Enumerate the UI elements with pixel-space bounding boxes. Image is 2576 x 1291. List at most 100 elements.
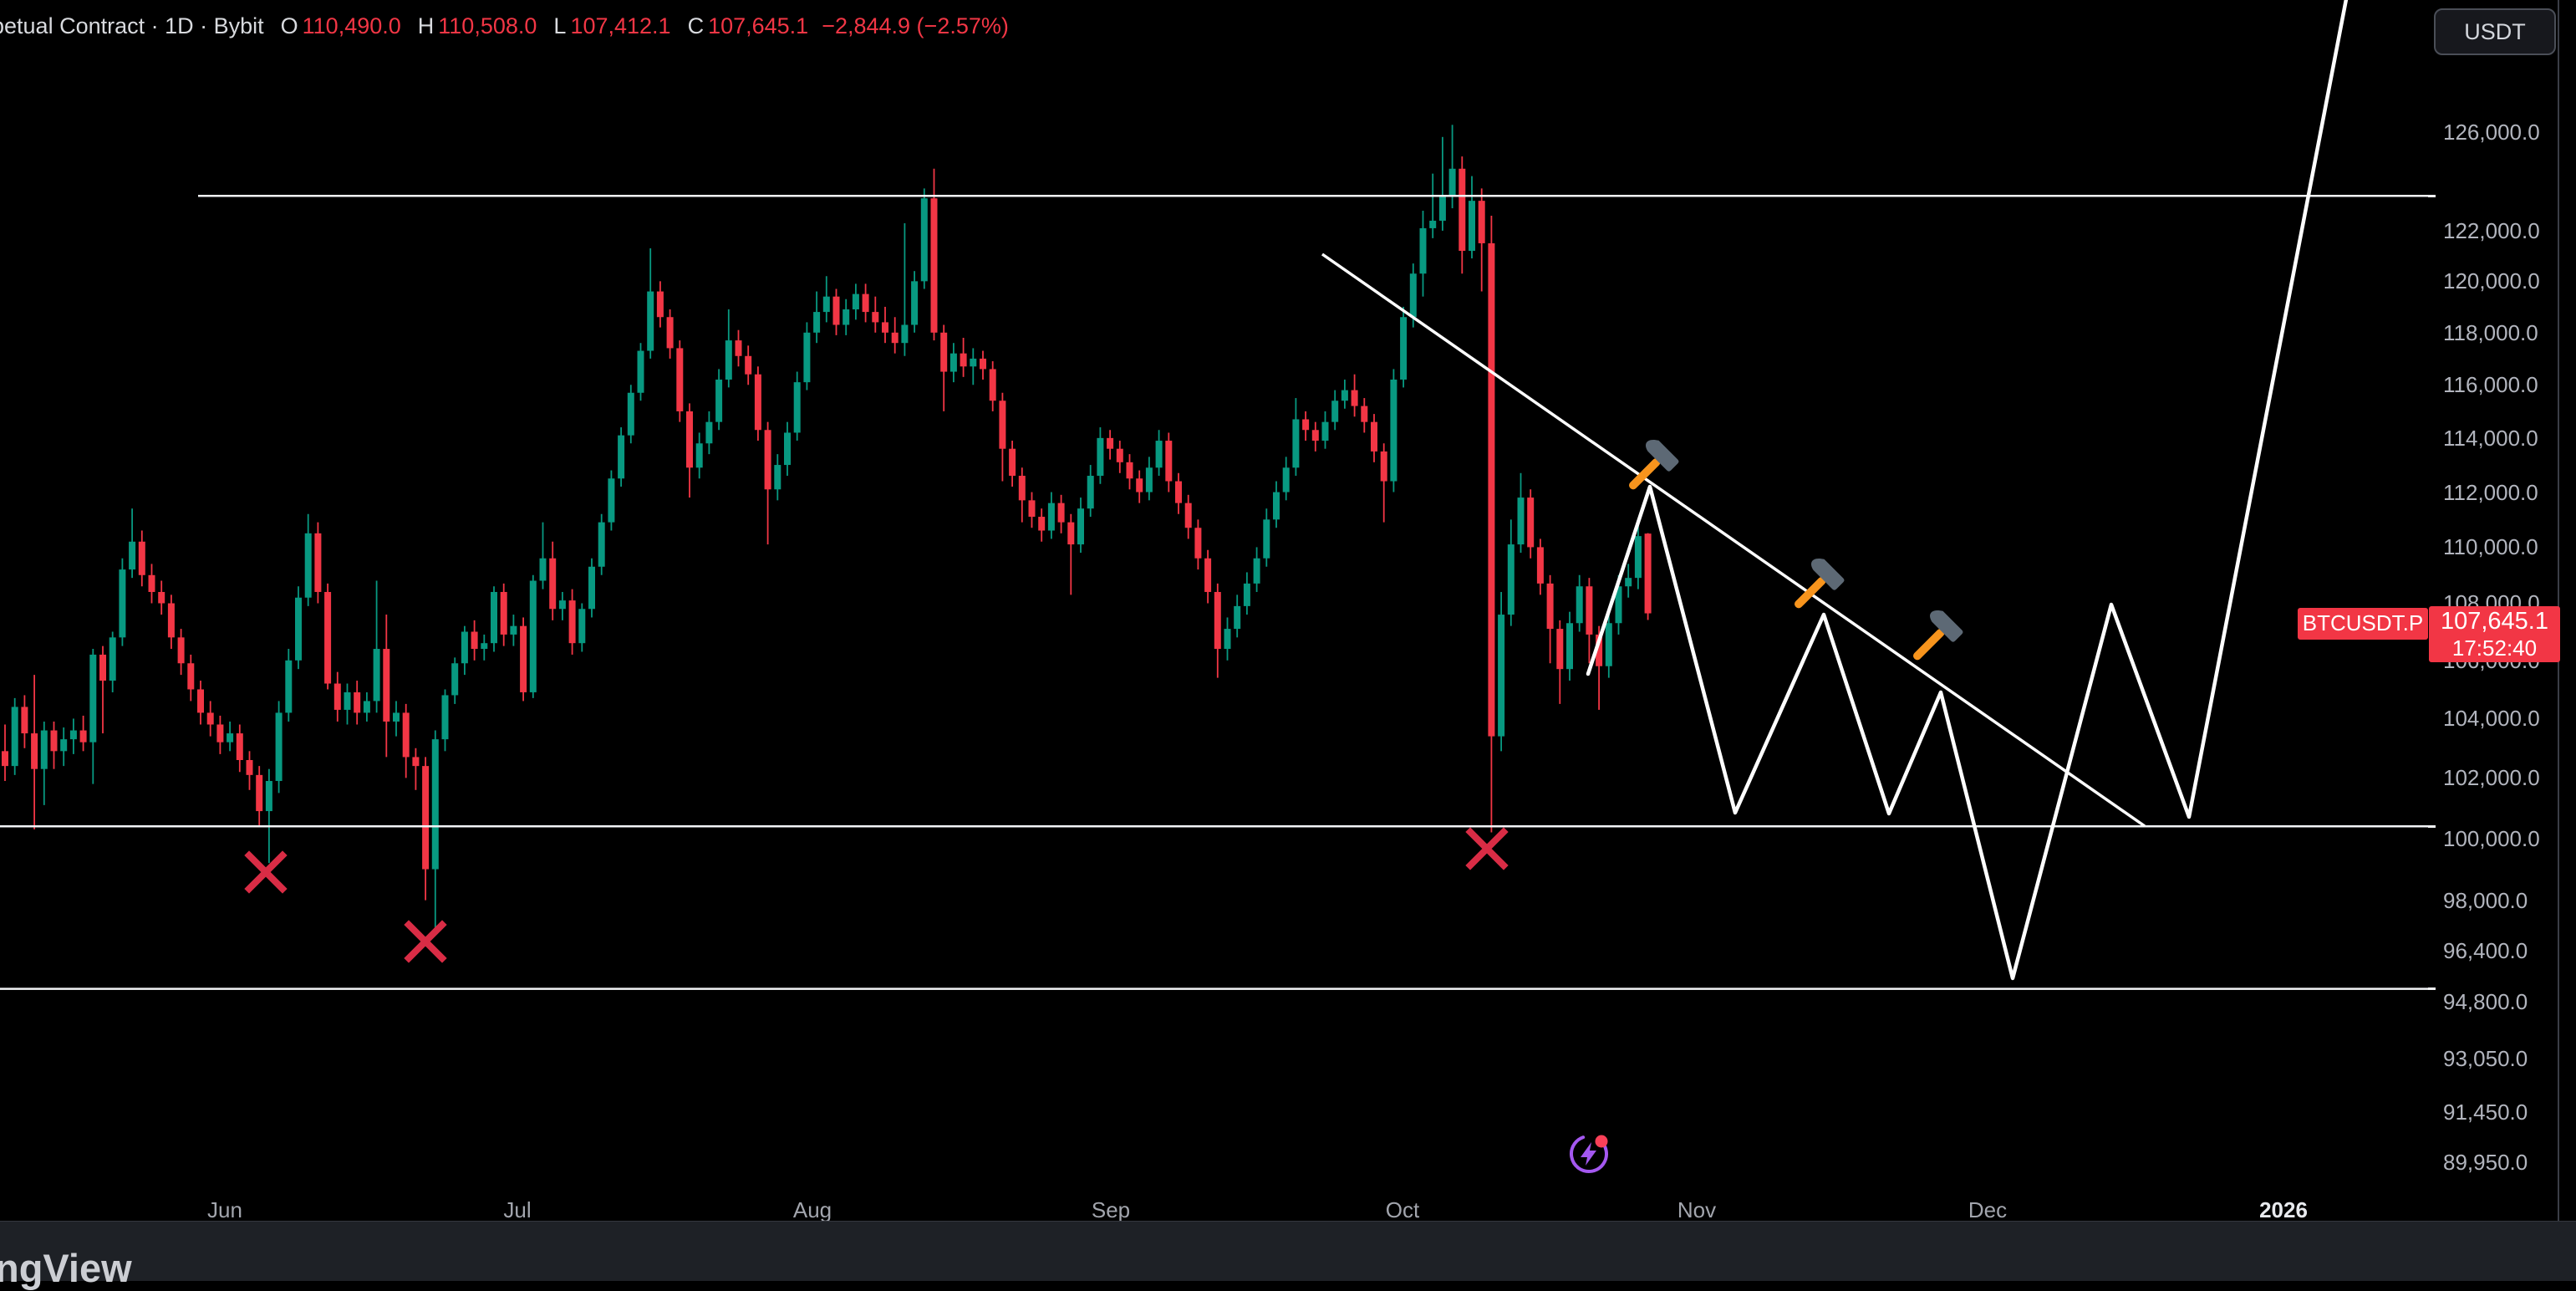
candle-body — [705, 421, 713, 444]
bottom-toolbar: ngView — [0, 1221, 2576, 1290]
hammer-icon[interactable] — [1781, 554, 1845, 619]
candle-body — [843, 309, 850, 325]
candle-body — [1009, 448, 1016, 477]
candle-body — [1419, 227, 1427, 274]
candle-body — [960, 353, 967, 367]
candle-body — [715, 379, 723, 422]
descending-trendline[interactable] — [1321, 253, 2146, 828]
candle-body — [539, 558, 547, 581]
price-axis-label: 104,000.0 — [2443, 706, 2540, 732]
candle-body — [1488, 242, 1495, 737]
close-label: C — [687, 13, 705, 38]
x-mark-icon[interactable] — [1465, 827, 1509, 870]
low-label: L — [553, 13, 567, 38]
candle-body — [99, 654, 106, 681]
candle-body — [1644, 533, 1652, 614]
candle-body — [1263, 519, 1270, 559]
candle-body — [285, 660, 293, 713]
candle-body — [177, 637, 185, 664]
candle-body — [774, 465, 781, 490]
candle-body — [813, 312, 821, 333]
symbol-title: petual Contract · 1D · Bybit — [0, 13, 264, 38]
candle-body — [627, 392, 634, 436]
candle-body — [1400, 317, 1408, 380]
candle-body — [1351, 390, 1358, 406]
candle-body — [1341, 390, 1348, 401]
candle-body — [1478, 201, 1485, 243]
candle-body — [236, 733, 243, 760]
candle-body — [1448, 168, 1456, 196]
candle-body — [1331, 401, 1339, 422]
candle-body — [852, 293, 859, 310]
candle-body — [1136, 478, 1143, 492]
last-price-value: 107,645.1 — [2440, 607, 2548, 635]
price-axis-label: 112,000.0 — [2443, 479, 2538, 505]
candle-body — [558, 600, 566, 610]
candle-body — [1371, 421, 1377, 452]
candle-body — [529, 580, 537, 692]
candle-body — [1566, 623, 1573, 670]
candle-body — [891, 332, 899, 344]
tradingview-logo: ngView — [0, 1246, 132, 1290]
candle-body — [50, 730, 58, 752]
price-axis-label: 96,400.0 — [2443, 937, 2528, 963]
candle-body — [754, 374, 761, 431]
price-axis-label: 100,000.0 — [2443, 825, 2540, 851]
candle-body — [793, 382, 801, 433]
currency-button[interactable]: USDT — [2434, 8, 2556, 55]
candle-body — [1361, 406, 1368, 422]
ohlc-header: petual Contract · 1D · Bybit O 110,490.0 H 1… — [0, 13, 1009, 39]
candle-body — [970, 358, 977, 367]
candle-body — [510, 625, 517, 635]
candle-body — [89, 654, 97, 742]
price-axis-label: 98,000.0 — [2443, 887, 2528, 913]
candle-body — [109, 637, 116, 681]
candle-body — [949, 353, 957, 372]
time-axis-label: Jul — [503, 1197, 532, 1222]
open-value: 110,490.0 — [302, 13, 401, 38]
candle-body — [598, 522, 605, 567]
candle-body — [980, 358, 986, 370]
candle-body — [1097, 437, 1104, 477]
candle-body — [2, 751, 8, 767]
candle-body — [119, 569, 126, 638]
price-axis-label: 110,000.0 — [2443, 534, 2538, 560]
candle-body — [1517, 498, 1525, 545]
candle-body — [227, 733, 234, 742]
candle-body — [989, 369, 996, 401]
candle-body — [1586, 586, 1593, 635]
candle-body — [695, 443, 703, 468]
candle-body — [725, 340, 732, 380]
price-axis-label: 126,000.0 — [2443, 120, 2540, 145]
candle-body — [363, 701, 370, 713]
x-mark-icon[interactable] — [244, 850, 288, 894]
candle-body — [129, 541, 136, 570]
candle-body — [882, 322, 888, 333]
time-axis-label: Dec — [1968, 1197, 2008, 1222]
candle-body — [265, 781, 272, 812]
candle-body — [461, 631, 468, 664]
candle-body — [246, 759, 253, 775]
lightning-badge-icon[interactable] — [1565, 1130, 1613, 1178]
x-mark-icon[interactable] — [404, 920, 447, 963]
candle-body — [686, 411, 693, 468]
candle-body — [1028, 500, 1036, 518]
candle-body — [1126, 462, 1133, 479]
candle-body — [1194, 528, 1202, 559]
candle-body — [197, 689, 204, 713]
candle-body — [618, 435, 625, 479]
projection-zigzag[interactable] — [1586, 0, 2349, 981]
candle-body — [1038, 517, 1046, 531]
candle-body — [1234, 605, 1241, 630]
candle-body — [40, 730, 48, 769]
candle-body — [1204, 558, 1212, 592]
candle-body — [431, 739, 439, 870]
hammer-icon[interactable] — [1900, 606, 1964, 671]
candle-body — [1507, 544, 1515, 615]
candle-body — [637, 350, 644, 393]
candle-body — [1390, 379, 1397, 482]
price-axis-label: 89,950.0 — [2443, 1150, 2528, 1175]
candle-body — [1175, 481, 1182, 503]
hammer-icon[interactable] — [1616, 436, 1680, 500]
